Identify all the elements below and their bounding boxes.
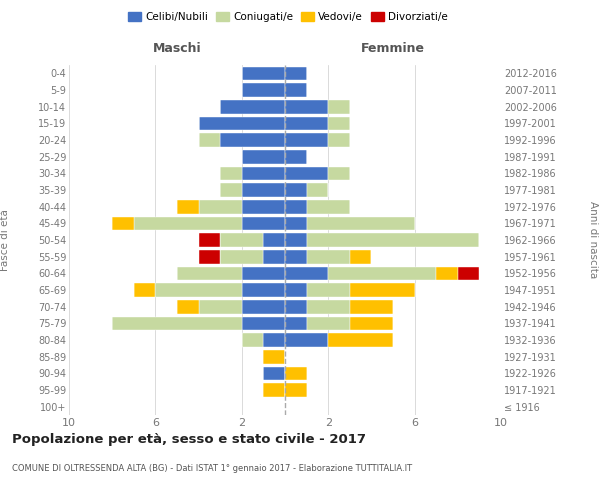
Legend: Celibi/Nubili, Coniugati/e, Vedovi/e, Divorziati/e: Celibi/Nubili, Coniugati/e, Vedovi/e, Di…: [124, 8, 452, 26]
Bar: [242, 83, 285, 97]
Bar: [134, 216, 242, 230]
Bar: [328, 333, 393, 347]
Text: Popolazione per età, sesso e stato civile - 2017: Popolazione per età, sesso e stato civil…: [12, 432, 366, 446]
Bar: [242, 166, 285, 180]
Bar: [199, 250, 220, 264]
Bar: [263, 333, 285, 347]
Bar: [285, 216, 307, 230]
Bar: [285, 100, 328, 114]
Y-axis label: Fasce di età: Fasce di età: [0, 209, 10, 271]
Bar: [285, 150, 307, 164]
Bar: [307, 216, 415, 230]
Bar: [285, 366, 307, 380]
Bar: [328, 116, 350, 130]
Bar: [350, 250, 371, 264]
Bar: [199, 116, 285, 130]
Bar: [177, 300, 199, 314]
Bar: [242, 333, 263, 347]
Text: Femmine: Femmine: [361, 42, 425, 55]
Bar: [199, 233, 220, 247]
Bar: [242, 216, 285, 230]
Bar: [285, 133, 328, 147]
Bar: [350, 316, 393, 330]
Bar: [112, 216, 134, 230]
Bar: [458, 266, 479, 280]
Bar: [307, 233, 479, 247]
Bar: [285, 333, 328, 347]
Bar: [285, 383, 307, 397]
Bar: [285, 300, 307, 314]
Bar: [285, 183, 307, 197]
Bar: [242, 200, 285, 213]
Bar: [263, 383, 285, 397]
Bar: [242, 266, 285, 280]
Bar: [436, 266, 458, 280]
Bar: [350, 300, 393, 314]
Bar: [242, 316, 285, 330]
Bar: [263, 350, 285, 364]
Bar: [285, 250, 307, 264]
Bar: [220, 166, 242, 180]
Bar: [242, 150, 285, 164]
Bar: [177, 266, 242, 280]
Bar: [350, 283, 415, 297]
Bar: [285, 233, 307, 247]
Bar: [177, 200, 199, 213]
Text: Maschi: Maschi: [152, 42, 202, 55]
Bar: [242, 66, 285, 80]
Bar: [307, 316, 350, 330]
Bar: [285, 116, 328, 130]
Bar: [263, 366, 285, 380]
Bar: [242, 183, 285, 197]
Bar: [242, 283, 285, 297]
Bar: [220, 133, 285, 147]
Bar: [307, 183, 328, 197]
Bar: [328, 100, 350, 114]
Bar: [307, 200, 350, 213]
Bar: [328, 166, 350, 180]
Bar: [285, 316, 307, 330]
Bar: [285, 66, 307, 80]
Bar: [199, 133, 220, 147]
Bar: [285, 283, 307, 297]
Bar: [220, 100, 285, 114]
Bar: [199, 200, 242, 213]
Bar: [220, 183, 242, 197]
Bar: [112, 316, 242, 330]
Y-axis label: Anni di nascita: Anni di nascita: [589, 202, 598, 278]
Bar: [307, 300, 350, 314]
Bar: [134, 283, 155, 297]
Bar: [307, 283, 350, 297]
Bar: [285, 166, 328, 180]
Bar: [220, 233, 263, 247]
Bar: [242, 300, 285, 314]
Bar: [285, 200, 307, 213]
Text: COMUNE DI OLTRESSENDA ALTA (BG) - Dati ISTAT 1° gennaio 2017 - Elaborazione TUTT: COMUNE DI OLTRESSENDA ALTA (BG) - Dati I…: [12, 464, 412, 473]
Bar: [328, 133, 350, 147]
Bar: [328, 266, 436, 280]
Bar: [220, 250, 263, 264]
Bar: [199, 300, 242, 314]
Bar: [263, 250, 285, 264]
Bar: [285, 266, 328, 280]
Bar: [263, 233, 285, 247]
Bar: [155, 283, 242, 297]
Bar: [307, 250, 350, 264]
Bar: [285, 83, 307, 97]
